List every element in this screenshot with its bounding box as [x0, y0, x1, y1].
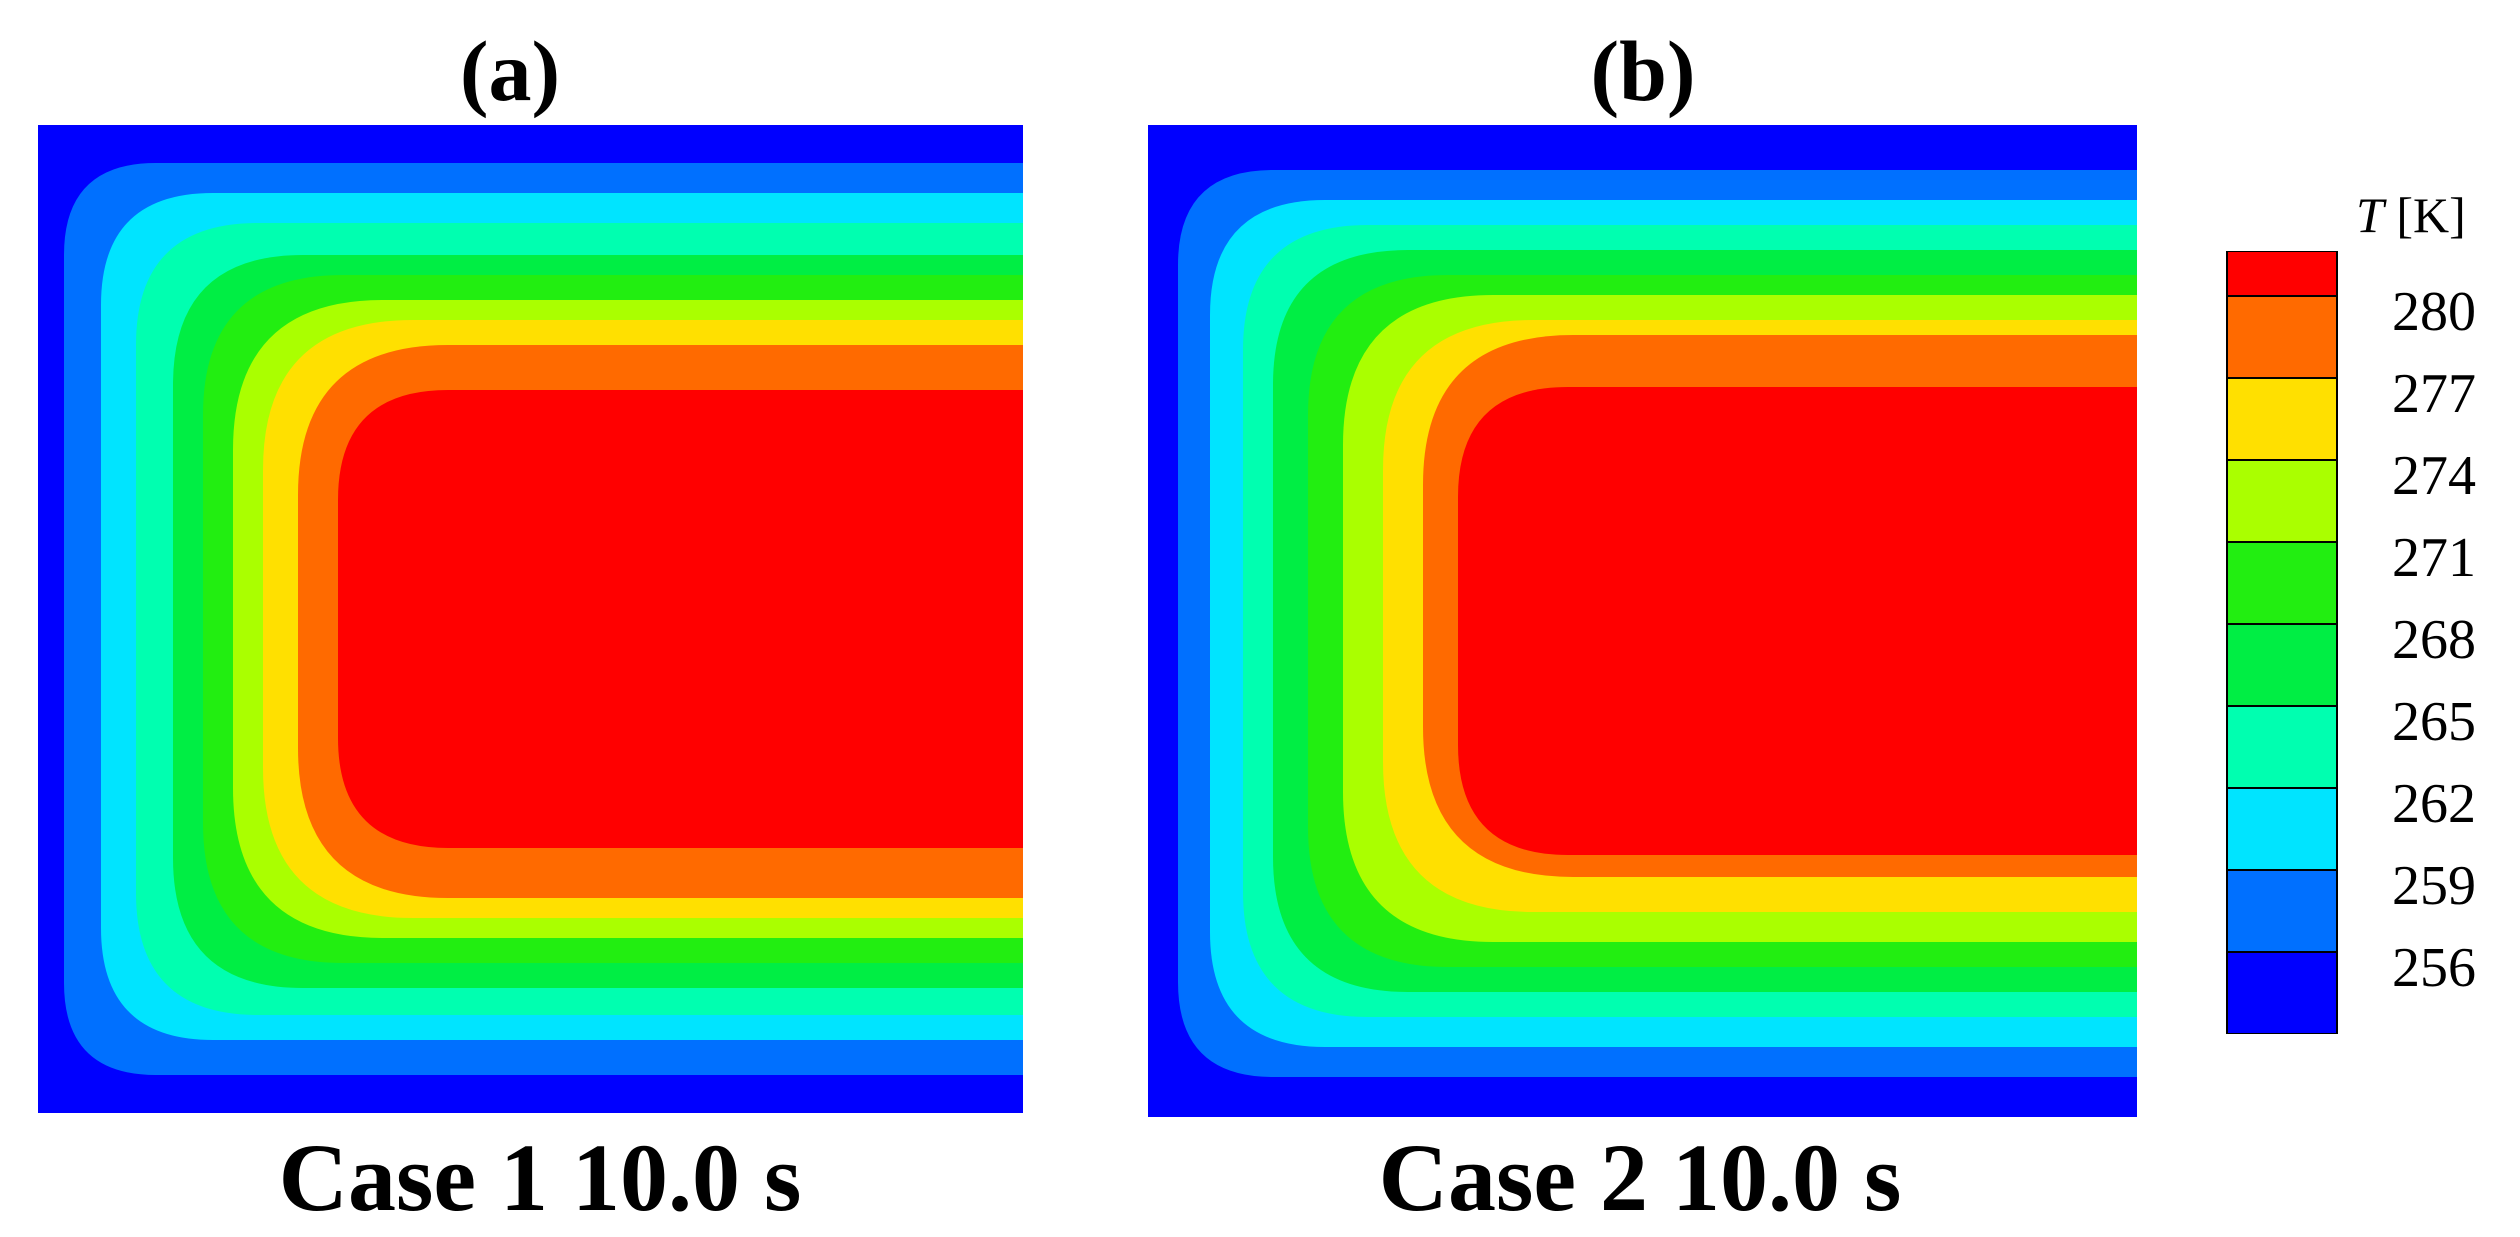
contour-plot-case-1 — [38, 125, 1023, 1113]
colorbar-swatch-9 — [2226, 951, 2338, 1035]
colorbar-tick-label: 265 — [2392, 691, 2476, 753]
contour-svg-a — [38, 125, 1023, 1113]
colorbar — [2226, 250, 2338, 1035]
colorbar-svg — [2226, 250, 2338, 1035]
colorbar-title-symbol: T — [2356, 187, 2384, 243]
contour-band-9 — [338, 390, 1023, 848]
colorbar-tick-label: 256 — [2392, 937, 2476, 999]
colorbar-swatch-3 — [2226, 459, 2338, 543]
colorbar-swatch-4 — [2226, 541, 2338, 625]
colorbar-tick-label: 274 — [2392, 445, 2476, 507]
contour-band-9 — [1458, 387, 2137, 855]
colorbar-tick-label: 262 — [2392, 773, 2476, 835]
colorbar-swatch-2 — [2226, 377, 2338, 461]
colorbar-swatch-0 — [2226, 250, 2338, 297]
colorbar-tick-label: 271 — [2392, 527, 2476, 589]
contour-plot-case-2 — [1148, 125, 2137, 1117]
panel-label-b: (b) — [1590, 23, 1696, 119]
colorbar-swatch-8 — [2226, 869, 2338, 953]
colorbar-title: T [K] — [2356, 190, 2466, 240]
colorbar-tick-label: 277 — [2392, 363, 2476, 425]
colorbar-swatch-1 — [2226, 295, 2338, 379]
colorbar-tick-label: 259 — [2392, 855, 2476, 917]
colorbar-swatch-5 — [2226, 623, 2338, 707]
colorbar-swatch-7 — [2226, 787, 2338, 871]
colorbar-swatch-6 — [2226, 705, 2338, 789]
panel-label-a: (a) — [459, 23, 561, 119]
caption-case-2: Case 2 10.0 s — [1378, 1124, 1902, 1231]
colorbar-tick-label: 280 — [2392, 281, 2476, 343]
contour-svg-b — [1148, 125, 2137, 1117]
caption-case-1: Case 1 10.0 s — [278, 1124, 802, 1231]
colorbar-tick-label: 268 — [2392, 609, 2476, 671]
colorbar-title-unit: [K] — [2396, 187, 2466, 243]
